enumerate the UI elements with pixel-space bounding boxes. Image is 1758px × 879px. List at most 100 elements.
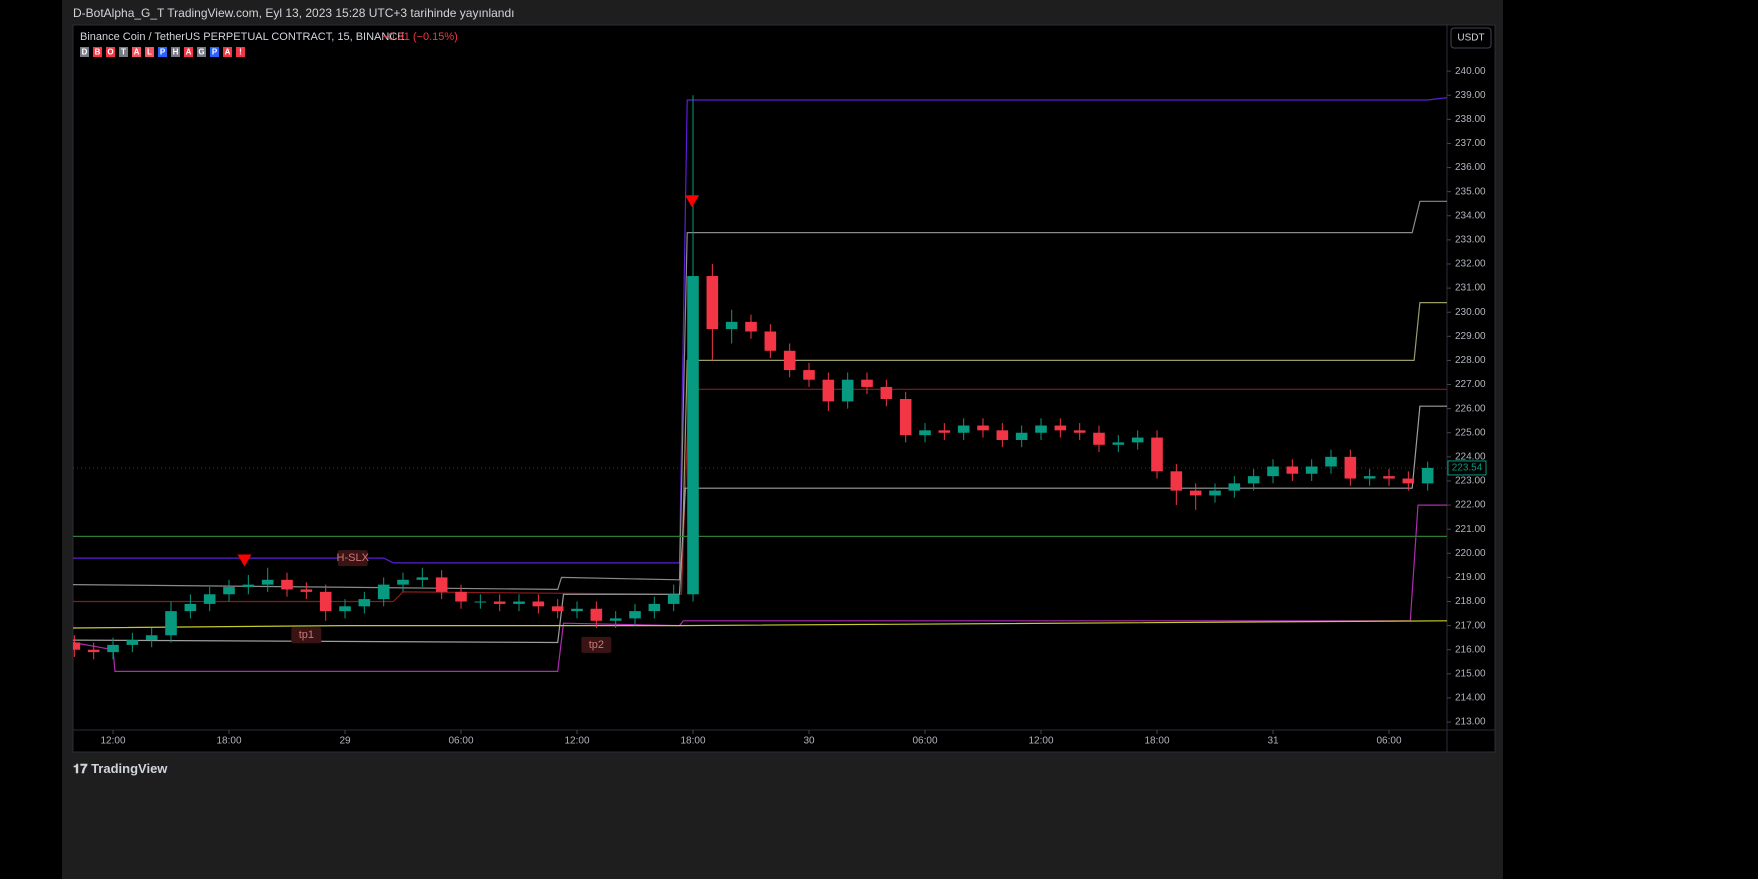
currency-button[interactable] bbox=[1450, 27, 1492, 49]
candle-body bbox=[397, 579, 409, 585]
y-tick-label: 224.00 bbox=[1455, 451, 1486, 462]
candle-body bbox=[1035, 425, 1047, 433]
y-tick-label: 227.00 bbox=[1455, 379, 1486, 390]
x-tick-label: 31 bbox=[1267, 736, 1279, 747]
annotation-label: tp2 bbox=[589, 639, 604, 651]
indicator-letter: H bbox=[173, 48, 179, 57]
candle-body bbox=[861, 379, 873, 387]
x-tick-label: 12:00 bbox=[564, 736, 589, 747]
candle-body bbox=[339, 606, 351, 612]
candle-body bbox=[87, 649, 100, 653]
candle-body bbox=[126, 640, 139, 645]
indicator-letter: T bbox=[121, 48, 126, 57]
y-tick-label: 216.00 bbox=[1455, 644, 1486, 655]
y-tick-label: 233.00 bbox=[1455, 235, 1486, 246]
candle-body bbox=[261, 579, 274, 585]
candle-body bbox=[822, 379, 835, 402]
indicator-letter: P bbox=[160, 48, 166, 57]
candle-body bbox=[493, 601, 506, 604]
candle-body bbox=[571, 608, 583, 612]
candle-body bbox=[764, 331, 777, 351]
candle-body bbox=[957, 425, 970, 433]
y-tick-label: 228.00 bbox=[1455, 355, 1486, 366]
indicator-box bbox=[223, 47, 232, 57]
indicator-box bbox=[236, 47, 245, 57]
header-title: D-BotAlpha_G_T TradingView.com, Eyl 13, … bbox=[73, 6, 515, 20]
candle-body bbox=[1054, 425, 1067, 431]
candle-body bbox=[165, 611, 177, 636]
x-tick-label: 06:00 bbox=[448, 736, 473, 747]
indicator-line bbox=[73, 388, 1447, 603]
y-tick-label: 231.00 bbox=[1455, 283, 1486, 294]
candle-body bbox=[1344, 456, 1357, 479]
last-price-label: 223.54 bbox=[1452, 463, 1483, 474]
indicator-box bbox=[184, 47, 193, 57]
indicator-box bbox=[210, 47, 219, 57]
y-tick-label: 221.00 bbox=[1455, 524, 1486, 535]
indicator-letter: B bbox=[95, 48, 101, 57]
candle-body bbox=[319, 591, 332, 612]
indicator-letter: A bbox=[225, 48, 231, 57]
y-tick-label: 222.00 bbox=[1455, 500, 1486, 511]
candle-body bbox=[1247, 476, 1260, 484]
y-tick-label: 223.00 bbox=[1455, 476, 1486, 487]
y-tick-label: 225.00 bbox=[1455, 427, 1486, 438]
candle-body bbox=[919, 430, 931, 436]
candle-body bbox=[73, 642, 81, 650]
candle-body bbox=[841, 379, 854, 402]
candle-body bbox=[687, 276, 699, 595]
candle-body bbox=[996, 430, 1009, 440]
candle-body bbox=[281, 579, 293, 590]
indicator-box bbox=[80, 47, 89, 57]
candle-body bbox=[1402, 478, 1415, 484]
y-tick-label: 213.00 bbox=[1455, 717, 1486, 728]
indicator-letter: G bbox=[198, 48, 204, 57]
candle-body bbox=[977, 425, 989, 431]
annotation-box bbox=[291, 627, 322, 644]
candle-body bbox=[435, 577, 448, 592]
indicator-box bbox=[93, 47, 102, 57]
y-tick-label: 239.00 bbox=[1455, 90, 1486, 101]
candle-body bbox=[1015, 432, 1028, 440]
candle-body bbox=[1363, 476, 1376, 479]
currency-label[interactable]: USDT bbox=[1457, 33, 1484, 44]
y-tick-label: 235.00 bbox=[1455, 186, 1486, 197]
brand-logo: 𝟏𝟕 bbox=[73, 761, 92, 776]
y-tick-label: 234.00 bbox=[1455, 210, 1486, 221]
candle-body bbox=[300, 589, 313, 592]
candle-body bbox=[1305, 466, 1318, 474]
x-tick-label: 18:00 bbox=[217, 736, 242, 747]
candle-body bbox=[532, 601, 545, 607]
x-tick-label: 12:00 bbox=[101, 736, 126, 747]
candle-body bbox=[1267, 466, 1279, 477]
indicator-letter: L bbox=[147, 48, 152, 57]
x-tick-label: 06:00 bbox=[912, 736, 937, 747]
candle-body bbox=[513, 601, 525, 604]
indicator-line bbox=[680, 302, 1447, 592]
y-tick-label: 232.00 bbox=[1455, 259, 1486, 270]
indicator-letter: P bbox=[212, 48, 218, 57]
symbol-legend: Binance Coin / TetherUS PERPETUAL CONTRA… bbox=[80, 31, 405, 43]
x-tick-label: 06:00 bbox=[1376, 736, 1401, 747]
annotation-box bbox=[337, 550, 368, 567]
candle-body bbox=[107, 644, 119, 653]
candle-body bbox=[938, 430, 951, 433]
candle-body bbox=[899, 398, 912, 436]
y-tick-label: 236.00 bbox=[1455, 162, 1486, 173]
signal-triangle bbox=[685, 195, 700, 208]
annotation-box bbox=[581, 636, 612, 653]
candle-body bbox=[242, 584, 255, 588]
candle-body bbox=[551, 606, 564, 612]
x-tick-label: 18:00 bbox=[680, 736, 705, 747]
indicator-line bbox=[73, 620, 1447, 629]
indicator-letter: A bbox=[134, 48, 140, 57]
candle-body bbox=[1189, 490, 1202, 496]
indicator-line bbox=[73, 504, 1447, 672]
candle-body bbox=[358, 599, 371, 607]
candle-body bbox=[474, 601, 487, 603]
indicator-line bbox=[73, 200, 1447, 591]
y-tick-label: 229.00 bbox=[1455, 331, 1486, 342]
candle-body bbox=[706, 276, 719, 330]
